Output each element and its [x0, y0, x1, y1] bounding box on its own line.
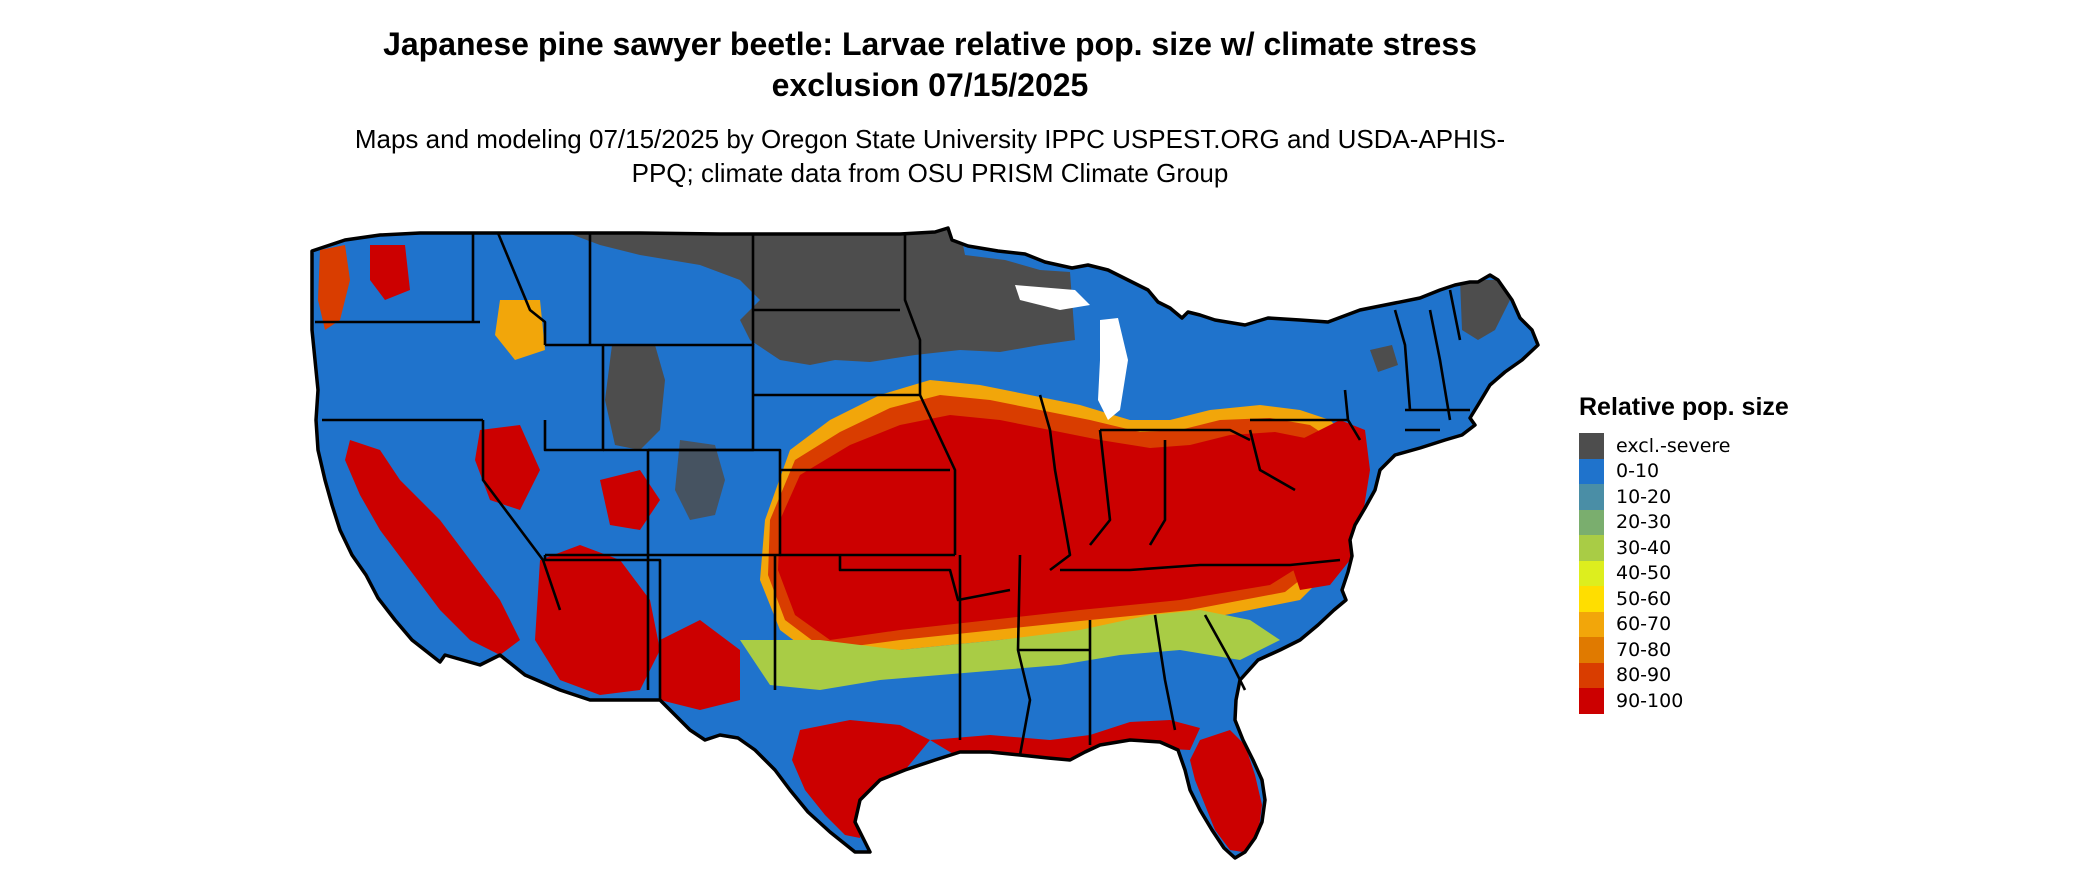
legend-label: 90-100 — [1616, 689, 1684, 712]
legend-item: 70-80 — [1579, 637, 1789, 663]
legend-item: 60-70 — [1579, 611, 1789, 637]
legend-swatch — [1579, 688, 1604, 714]
state-borders — [315, 232, 1470, 756]
legend-label: 30-40 — [1616, 536, 1672, 559]
legend-item: 90-100 — [1579, 688, 1789, 714]
legend-label: 50-60 — [1616, 587, 1672, 610]
legend-swatch — [1579, 611, 1604, 637]
legend-swatch — [1579, 586, 1604, 612]
legend-swatch — [1579, 433, 1604, 459]
legend-label: 60-70 — [1616, 613, 1672, 636]
legend-swatch — [1579, 458, 1604, 484]
legend-item: 80-90 — [1579, 662, 1789, 688]
legend-title: Relative pop. size — [1579, 393, 1789, 421]
legend-label: 40-50 — [1616, 562, 1672, 585]
legend-label: excl.-severe — [1616, 434, 1731, 457]
legend-label: 10-20 — [1616, 485, 1672, 508]
legend-item: excl.-severe — [1579, 433, 1789, 459]
legend-item: 0-10 — [1579, 458, 1789, 484]
legend-label: 0-10 — [1616, 460, 1660, 483]
legend-swatch — [1579, 509, 1604, 535]
map-subtitle: Maps and modeling 07/15/2025 by Oregon S… — [354, 124, 1506, 188]
legend-swatch — [1579, 484, 1604, 510]
legend-items: excl.-severe 0-10 10-20 20-30 30-40 40-50 50-6… — [1579, 433, 1789, 714]
legend-swatch — [1579, 662, 1604, 688]
legend-item: 50-60 — [1579, 586, 1789, 612]
legend-item: 40-50 — [1579, 560, 1789, 586]
map-title: Japanese pine sawyer beetle: Larvae rela… — [383, 26, 1477, 103]
legend-item: 10-20 — [1579, 484, 1789, 510]
legend: Relative pop. size excl.-severe 0-10 10-20… — [1579, 393, 1789, 714]
legend-label: 80-90 — [1616, 664, 1672, 687]
legend-item: 20-30 — [1579, 509, 1789, 535]
legend-swatch — [1579, 637, 1604, 663]
legend-item: 30-40 — [1579, 535, 1789, 561]
legend-swatch — [1579, 535, 1604, 561]
legend-label: 20-30 — [1616, 511, 1672, 534]
legend-label: 70-80 — [1616, 638, 1672, 661]
legend-swatch — [1579, 560, 1604, 586]
